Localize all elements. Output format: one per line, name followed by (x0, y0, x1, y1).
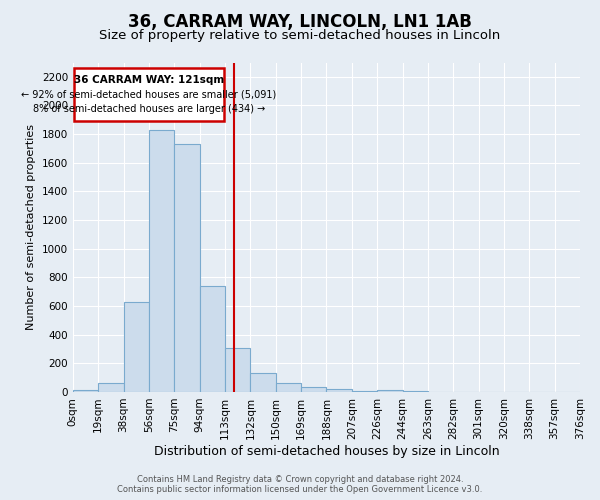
Bar (124, 302, 149, 392)
Bar (73, 390, 98, 392)
Bar (326, 389, 352, 392)
FancyBboxPatch shape (74, 68, 224, 120)
Bar (276, 382, 301, 392)
Bar (377, 390, 403, 392)
Text: 36 CARRAM WAY: 121sqm: 36 CARRAM WAY: 121sqm (74, 74, 224, 85)
Y-axis label: Number of semi-detached properties: Number of semi-detached properties (26, 124, 36, 330)
Bar (352, 391, 377, 392)
Text: Contains HM Land Registry data © Crown copyright and database right 2024.
Contai: Contains HM Land Registry data © Crown c… (118, 474, 482, 494)
Bar (200, 286, 225, 392)
X-axis label: Distribution of semi-detached houses by size in Lincoln: Distribution of semi-detached houses by … (154, 444, 499, 458)
Bar (174, 144, 200, 392)
Bar (250, 374, 276, 392)
Text: Size of property relative to semi-detached houses in Lincoln: Size of property relative to semi-detach… (100, 29, 500, 42)
Bar (225, 348, 250, 392)
Bar (301, 387, 326, 392)
Bar (98, 384, 124, 392)
Bar (149, 130, 174, 392)
Text: ← 92% of semi-detached houses are smaller (5,091): ← 92% of semi-detached houses are smalle… (22, 90, 277, 100)
Bar (403, 391, 428, 392)
Text: 36, CARRAM WAY, LINCOLN, LN1 1AB: 36, CARRAM WAY, LINCOLN, LN1 1AB (128, 12, 472, 30)
Text: 8% of semi-detached houses are larger (434) →: 8% of semi-detached houses are larger (4… (33, 104, 265, 114)
